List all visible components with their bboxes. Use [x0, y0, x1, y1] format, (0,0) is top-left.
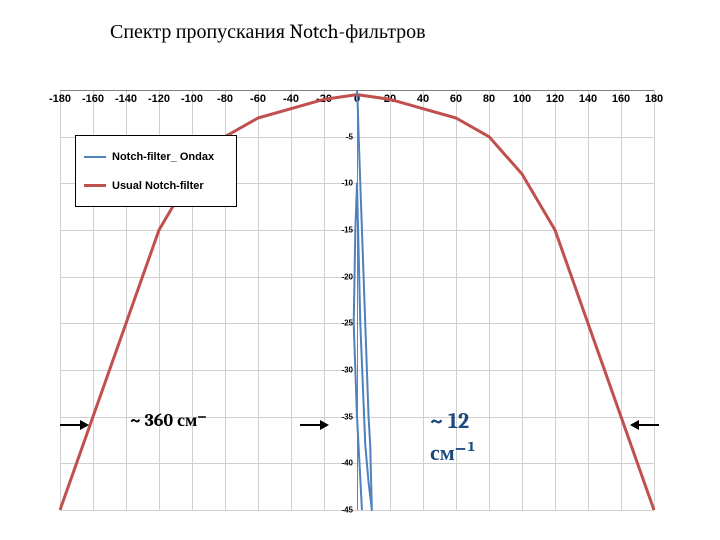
- chart-title: Спектр пропускания Notch-фильтров: [110, 20, 426, 44]
- annotation-360cm: ~ 360 см⁻: [130, 410, 207, 431]
- gridline-horizontal: [60, 510, 654, 511]
- arrow-icon: [300, 419, 330, 431]
- legend-swatch: [84, 156, 106, 158]
- legend-item: Usual Notch-filter: [84, 180, 228, 192]
- annotation-12cm-line1: ~ 12: [430, 408, 469, 434]
- series-ondax-notch: [354, 90, 372, 510]
- legend-item: Notch-filter_ Ondax: [84, 151, 228, 163]
- arrow-icon: [630, 419, 660, 431]
- arrow-icon: [60, 419, 90, 431]
- gridline-vertical: [654, 90, 655, 510]
- annotation-12cm-line2: см⁻¹: [430, 440, 476, 466]
- legend-box: Notch-filter_ Ondax Usual Notch-filter: [75, 135, 237, 207]
- legend-swatch: [84, 184, 106, 187]
- legend-label: Notch-filter_ Ondax: [112, 151, 214, 163]
- legend-label: Usual Notch-filter: [112, 180, 204, 192]
